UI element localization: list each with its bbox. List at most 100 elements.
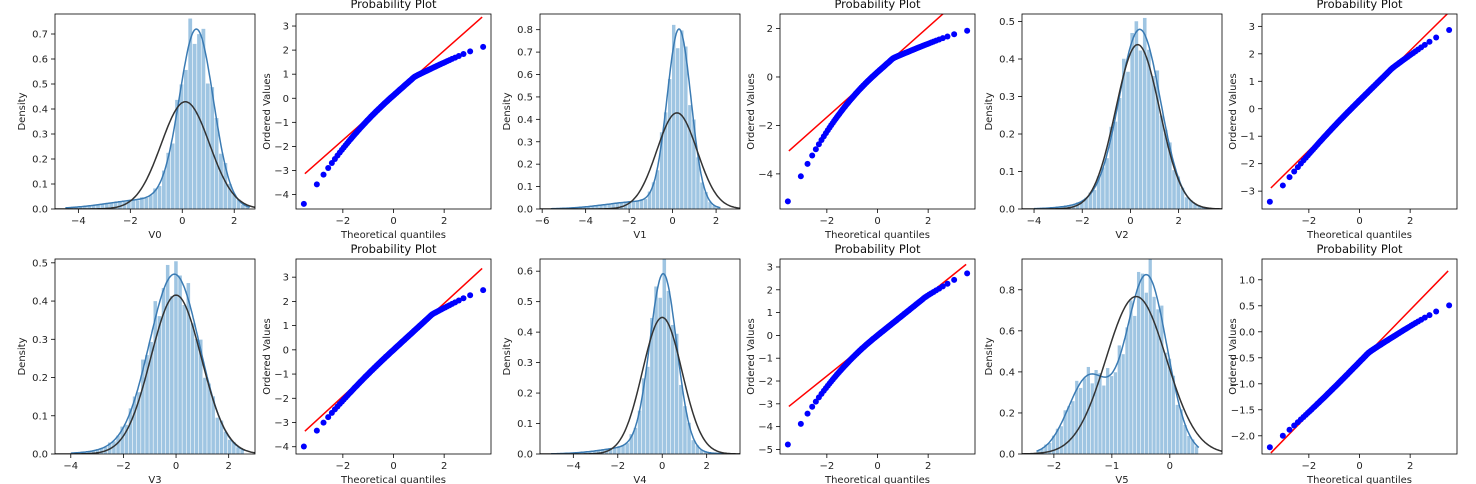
data-point <box>951 276 958 283</box>
histogram-bar <box>245 206 250 209</box>
histogram-bar <box>141 359 145 454</box>
histogram-bar <box>583 206 587 209</box>
histogram-bar <box>1180 187 1185 209</box>
y-tick-label: −2 <box>274 394 289 405</box>
y-axis-label: Ordered Values <box>262 73 273 150</box>
data-point <box>455 52 462 59</box>
x-tick-label: 2 <box>713 216 719 227</box>
histogram-bar <box>1036 450 1040 454</box>
histogram-bar <box>116 435 120 454</box>
histogram-bar <box>1179 409 1183 454</box>
histogram-bar <box>607 203 611 209</box>
y-tick-label: 2 <box>767 285 773 296</box>
x-tick-label: 0 <box>1127 216 1133 227</box>
data-point <box>313 427 320 434</box>
data-point <box>964 27 971 34</box>
histogram-bar <box>1109 376 1114 454</box>
histogram-bar <box>635 200 640 209</box>
histogram-bar <box>1080 201 1084 209</box>
y-tick-label: 0.3 <box>517 137 533 148</box>
y-tick-label: 0.1 <box>517 419 533 430</box>
kde-curve <box>1036 273 1200 452</box>
y-tick-label: −4 <box>274 442 289 453</box>
histogram-bar <box>691 440 695 454</box>
y-tick-label: 2 <box>1249 49 1255 60</box>
x-tick-label: −4 <box>566 461 581 472</box>
x-axis-label: Theoretical quantiles <box>824 475 930 484</box>
density-plot-v2: −4 −2 0 2 0.0 0.1 0.2 0.3 0.4 0.5 V2 Density <box>984 13 1223 241</box>
histogram-bar <box>666 290 671 454</box>
axes-frame <box>295 13 492 210</box>
data-point <box>467 292 474 299</box>
y-tick-label: 0.2 <box>517 389 533 400</box>
data-point <box>809 403 816 410</box>
histogram-bar <box>1048 442 1052 454</box>
histogram-bar <box>646 366 650 454</box>
y-axis-label: Density <box>984 92 995 130</box>
data-point <box>1446 302 1453 309</box>
histogram-bar <box>190 323 195 454</box>
histogram-bar <box>1113 121 1118 209</box>
histogram-bar <box>161 288 166 454</box>
histogram-bar <box>128 408 133 454</box>
y-tick-label: 0.3 <box>32 130 48 141</box>
plot-area <box>540 24 740 209</box>
histogram-bar <box>207 383 211 454</box>
data-point <box>939 35 946 42</box>
histogram-bar <box>703 452 708 454</box>
plot-area <box>55 18 255 209</box>
x-axis-label: V3 <box>148 475 161 484</box>
y-tick-label: 0.2 <box>32 155 48 166</box>
histogram-bar <box>650 317 654 454</box>
y-tick-label: 0.1 <box>999 167 1015 178</box>
y-tick-label: −3 <box>758 399 773 410</box>
x-tick-label: 0 <box>659 461 665 472</box>
x-tick-label: 2 <box>225 461 231 472</box>
histogram-bar <box>240 449 244 454</box>
histogram-bar <box>1109 126 1114 209</box>
y-tick-label: −1 <box>274 370 289 381</box>
y-tick-label: 2 <box>283 297 289 308</box>
y-tick-label: 0.4 <box>32 105 48 116</box>
histogram-bar <box>587 206 591 209</box>
y-tick-label: 0.4 <box>32 297 48 308</box>
data-point <box>797 173 804 180</box>
y-tick-label: 0 <box>767 72 773 83</box>
histogram-bar <box>1122 58 1126 209</box>
histogram-bar <box>215 417 220 454</box>
x-tick-label: −1 <box>1104 461 1119 472</box>
histogram-bar <box>219 420 224 454</box>
data-point <box>1291 168 1298 175</box>
histogram-bar <box>74 207 78 209</box>
histogram-bar <box>95 449 100 454</box>
histogram-bar <box>627 200 632 209</box>
data-point <box>320 171 327 178</box>
chart-title: Probability Plot <box>1316 242 1403 256</box>
y-tick-label: −4 <box>274 190 289 201</box>
y-tick-label: −4 <box>758 422 773 433</box>
y-tick-label: 0.4 <box>517 115 533 126</box>
histogram-bar <box>236 447 240 454</box>
data-point <box>1446 26 1453 33</box>
x-tick-label: 2 <box>231 216 237 227</box>
y-tick-label: −4 <box>758 169 773 180</box>
data-point <box>320 419 327 426</box>
histogram-bar <box>1171 375 1176 454</box>
histogram-bar <box>210 87 215 209</box>
probability-plot-v4: −2 0 2 −5 −4 −3 −2 −1 0 1 2 3 Theoretical quantiles O… <box>746 242 976 484</box>
x-tick-label: 2 <box>1175 216 1181 227</box>
histogram-bar <box>223 431 228 454</box>
histogram-bar <box>629 434 634 454</box>
y-tick-label: 0.5 <box>32 80 48 91</box>
probability-plot-v0: −2 0 2 −4 −3 −2 −1 0 1 2 3 Theoretical quantiles Ord… <box>262 0 492 241</box>
y-tick-label: 0.8 <box>517 25 533 36</box>
probability-plot-v1: −2 0 2 −4 −2 0 2 Theoretical quantiles Ordered V… <box>746 0 976 241</box>
normal-fit-curve <box>540 316 740 454</box>
x-tick-label: −4 <box>71 216 86 227</box>
y-axis-label: Density <box>17 92 28 130</box>
y-tick-label: 0.5 <box>999 17 1015 28</box>
x-tick-label: −2 <box>116 461 131 472</box>
histogram-bar <box>1167 358 1172 454</box>
histogram-bar <box>696 157 700 209</box>
x-tick-label: −2 <box>335 216 350 227</box>
